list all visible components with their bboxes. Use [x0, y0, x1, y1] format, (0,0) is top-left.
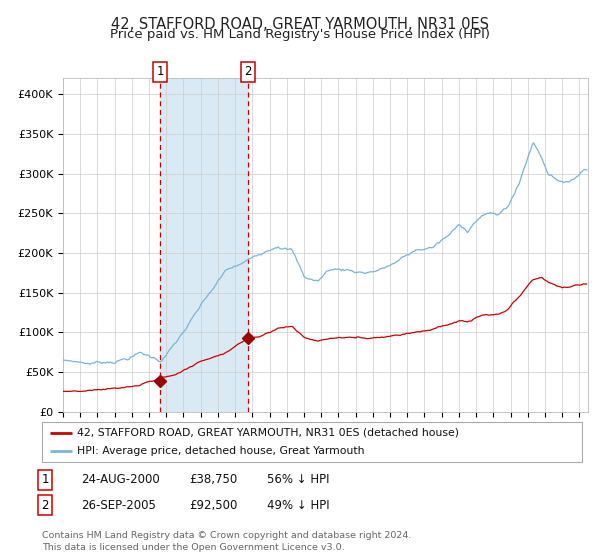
- Text: 24-AUG-2000: 24-AUG-2000: [81, 473, 160, 487]
- Text: 1: 1: [157, 66, 164, 78]
- Text: 56% ↓ HPI: 56% ↓ HPI: [267, 473, 329, 487]
- Text: 2: 2: [41, 498, 49, 512]
- Text: HPI: Average price, detached house, Great Yarmouth: HPI: Average price, detached house, Grea…: [77, 446, 365, 456]
- Text: 49% ↓ HPI: 49% ↓ HPI: [267, 498, 329, 512]
- Text: 2: 2: [244, 66, 251, 78]
- Text: 42, STAFFORD ROAD, GREAT YARMOUTH, NR31 0ES: 42, STAFFORD ROAD, GREAT YARMOUTH, NR31 …: [111, 17, 489, 32]
- FancyBboxPatch shape: [42, 422, 582, 462]
- Text: 42, STAFFORD ROAD, GREAT YARMOUTH, NR31 0ES (detached house): 42, STAFFORD ROAD, GREAT YARMOUTH, NR31 …: [77, 428, 459, 437]
- Text: 26-SEP-2005: 26-SEP-2005: [81, 498, 156, 512]
- Text: 1: 1: [41, 473, 49, 487]
- Text: Contains HM Land Registry data © Crown copyright and database right 2024.
This d: Contains HM Land Registry data © Crown c…: [42, 531, 412, 552]
- Bar: [160, 78, 248, 412]
- Text: £38,750: £38,750: [189, 473, 237, 487]
- Text: £92,500: £92,500: [189, 498, 238, 512]
- Text: Price paid vs. HM Land Registry's House Price Index (HPI): Price paid vs. HM Land Registry's House …: [110, 28, 490, 41]
